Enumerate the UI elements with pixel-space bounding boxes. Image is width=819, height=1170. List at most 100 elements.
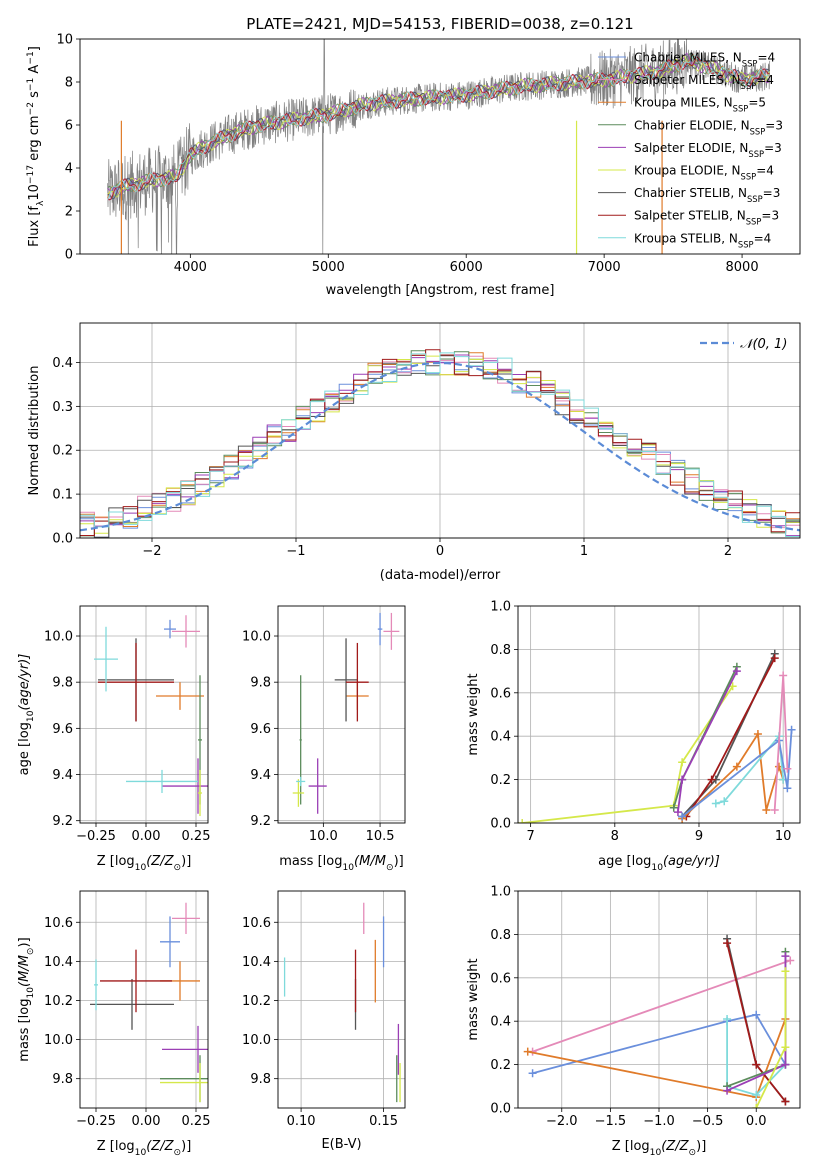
y-tick-label: 1.0 bbox=[490, 885, 511, 900]
mass_vs_ebv-frame bbox=[277, 890, 406, 1109]
weight-point-marker bbox=[752, 1010, 761, 1019]
model-spectrum-line bbox=[107, 52, 771, 195]
age_vs_Z-axes: −0.25 0.00 0.25 9.2 9.4 9.6 9.8 10.0 bbox=[44, 606, 210, 844]
x-tick-label: 6000 bbox=[450, 260, 483, 275]
weight-point-marker bbox=[783, 764, 792, 773]
weight-point-marker bbox=[723, 1015, 732, 1024]
x-tick-label: 5000 bbox=[312, 260, 345, 275]
weight-point-marker bbox=[781, 1097, 790, 1106]
y-tick-label: 9.2 bbox=[250, 814, 271, 829]
mass-vs-ebv-xlabel: E(B-V) bbox=[321, 1137, 361, 1152]
residuals-axes: −2 −1 0 1 2 0.0 0.1 0.2 0.3 0.4 bbox=[52, 323, 800, 559]
y-tick-label: 0.0 bbox=[490, 1102, 511, 1117]
y-tick-label: 8 bbox=[65, 76, 73, 91]
weight-series-line bbox=[726, 1019, 787, 1097]
y-tick-label: 0.0 bbox=[490, 817, 511, 832]
normal-curve bbox=[80, 361, 800, 532]
y-tick-label: 9.6 bbox=[52, 722, 73, 737]
y-tick-label: 10.6 bbox=[44, 916, 73, 931]
weight-series-line bbox=[527, 1018, 787, 1099]
residual-histogram bbox=[80, 349, 800, 536]
mass_vs_Z-frame bbox=[79, 890, 209, 1109]
y-tick-label: 9.4 bbox=[250, 768, 271, 783]
weight-point-marker bbox=[781, 1043, 790, 1052]
y-tick-label: 0.8 bbox=[490, 928, 511, 943]
y-tick-label: 10.6 bbox=[242, 916, 271, 931]
weight_vs_age-plot-area bbox=[518, 649, 796, 823]
weight-series-line bbox=[532, 959, 791, 1053]
age_vs_mass-axes: 10.0 10.5 9.2 9.4 9.6 9.8 10.0 bbox=[242, 606, 405, 844]
weight-point-marker bbox=[787, 725, 796, 734]
x-tick-label: 10.5 bbox=[366, 829, 395, 844]
y-tick-label: 10.4 bbox=[44, 955, 73, 970]
y-tick-label: 4 bbox=[65, 162, 73, 177]
age_vs_mass-frame bbox=[277, 605, 406, 824]
legend-entry: Kroupa ELODIE, NSSP=4 bbox=[634, 164, 774, 182]
weight-point-marker bbox=[678, 775, 687, 784]
weight_vs_age-axes: 7 8 9 10 0.0 0.2 0.4 0.6 0.8 1.0 bbox=[490, 600, 800, 844]
y-tick-label: 0.6 bbox=[490, 971, 511, 986]
weight-point-marker bbox=[770, 805, 779, 814]
weight_vs_age-frame bbox=[517, 605, 801, 824]
x-tick-label: 2 bbox=[724, 544, 732, 559]
x-tick-label: 0.00 bbox=[132, 829, 161, 844]
y-tick-label: 0.2 bbox=[490, 1058, 511, 1073]
weight_vs_Z-plot-area bbox=[523, 934, 795, 1108]
weight-point-marker bbox=[752, 1060, 761, 1069]
y-tick-label: 0.4 bbox=[52, 356, 73, 371]
y-tick-label: 10.2 bbox=[44, 994, 73, 1009]
weight-point-marker bbox=[523, 1047, 532, 1056]
weight-point-marker bbox=[783, 784, 792, 793]
residuals-frame bbox=[79, 322, 801, 539]
weight_vs_Z-ylabel: mass weight bbox=[466, 958, 481, 1040]
weight-point-marker bbox=[781, 967, 790, 976]
x-tick-label: −0.25 bbox=[76, 829, 116, 844]
x-tick-label: 1 bbox=[580, 544, 588, 559]
age_vs_Z-frame bbox=[79, 605, 209, 824]
y-tick-label: 0.3 bbox=[52, 400, 73, 415]
weight-point-marker bbox=[720, 797, 729, 806]
age-vs-Z-ylabel: age [log10(age/yr)] bbox=[17, 654, 36, 776]
weight-point-marker bbox=[762, 805, 771, 814]
y-tick-label: 0.1 bbox=[52, 488, 73, 503]
model-spectrum-line bbox=[107, 56, 770, 201]
weight-point-marker bbox=[781, 952, 790, 961]
legend-entry: Salpeter STELIB, NSSP=3 bbox=[634, 209, 779, 227]
weight_vs_Z-frame bbox=[517, 890, 801, 1109]
x-tick-label: −1 bbox=[286, 544, 305, 559]
y-tick-label: 10.2 bbox=[242, 994, 271, 1009]
x-tick-label: 7000 bbox=[588, 260, 621, 275]
x-tick-label: −0.25 bbox=[76, 1114, 116, 1129]
y-tick-label: 0.2 bbox=[490, 773, 511, 788]
residual-histogram bbox=[80, 352, 800, 537]
legend-entry: Salpeter MILES, NSSP=4 bbox=[634, 73, 774, 91]
weight-point-marker bbox=[752, 1090, 761, 1099]
y-tick-label: 6 bbox=[65, 119, 73, 134]
weight-series-line bbox=[715, 733, 785, 805]
x-tick-label: 0.0 bbox=[746, 1114, 767, 1129]
age_vs_Z-plot-area bbox=[94, 615, 208, 817]
x-tick-label: −1.5 bbox=[595, 1114, 627, 1129]
weight-point-marker bbox=[732, 762, 741, 771]
y-tick-label: 9.2 bbox=[52, 814, 73, 829]
mass_vs_Z-axes: −0.25 0.00 0.25 9.8 10.0 10.2 10.4 10.6 bbox=[44, 891, 210, 1129]
residuals-plot-area bbox=[80, 349, 800, 538]
x-tick-label: −2 bbox=[142, 544, 161, 559]
y-tick-label: 10.0 bbox=[44, 630, 73, 645]
weight-point-marker bbox=[779, 671, 788, 680]
x-tick-label: 8 bbox=[611, 829, 619, 844]
x-tick-label: 0.00 bbox=[132, 1114, 161, 1129]
spectrum-ylabel: Flux [fλ10−17 erg cm−2 s−1 A−1] bbox=[26, 46, 46, 247]
age_vs_mass-plot-area bbox=[292, 612, 400, 814]
y-tick-label: 0.2 bbox=[52, 444, 73, 459]
model-spectrum-line bbox=[107, 54, 770, 200]
weight_vs_Z-axes: −2.0 −1.5 −1.0 −0.5 0.0 0.0 0.2 0.4 0.6 0.8 1.0 bbox=[490, 885, 800, 1129]
spectrum-legend: Chabrier MILES, NSSP=4 Salpeter MILES, NS… bbox=[598, 51, 783, 249]
residuals-xlabel: (data-model)/error bbox=[380, 568, 501, 583]
x-tick-label: 9 bbox=[695, 829, 703, 844]
y-tick-label: 0 bbox=[65, 248, 73, 263]
y-tick-label: 1.0 bbox=[490, 600, 511, 615]
y-tick-label: 10.0 bbox=[242, 1033, 271, 1048]
x-tick-label: 7 bbox=[526, 829, 534, 844]
